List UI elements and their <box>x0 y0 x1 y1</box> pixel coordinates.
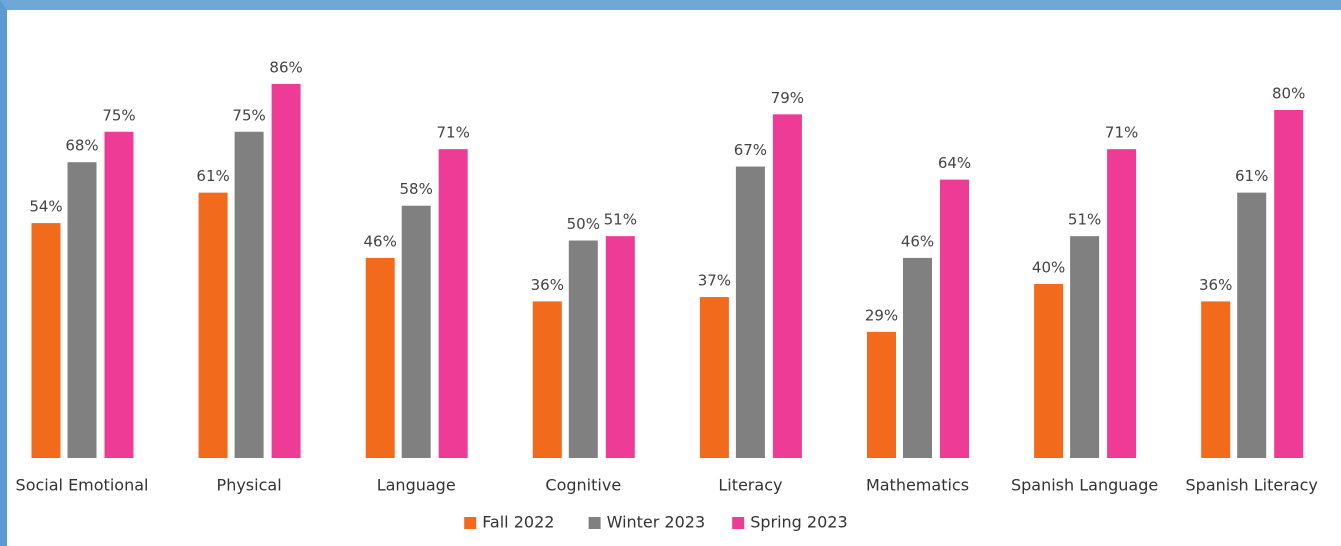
x-tick-label: Social Emotional <box>16 476 149 495</box>
bar <box>532 301 562 458</box>
bar <box>772 114 802 458</box>
value-label: 58% <box>400 180 433 198</box>
bar <box>1107 149 1137 458</box>
value-label: 29% <box>865 306 898 324</box>
bar <box>31 223 61 458</box>
value-label: 54% <box>29 198 62 216</box>
bar <box>699 297 729 458</box>
value-label: 46% <box>364 232 397 250</box>
bar <box>568 240 598 458</box>
value-label: 64% <box>938 154 971 172</box>
value-label: 36% <box>531 276 564 294</box>
bar <box>401 205 431 458</box>
x-tick-label: Literacy <box>718 476 782 495</box>
bar <box>365 257 395 458</box>
bar <box>198 192 228 458</box>
bar <box>234 131 264 458</box>
legend-label: Fall 2022 <box>482 513 554 532</box>
value-label: 75% <box>232 106 265 124</box>
x-tick-label: Spanish Language <box>1011 476 1158 495</box>
value-label: 79% <box>771 89 804 107</box>
bar <box>67 162 97 458</box>
value-label: 46% <box>901 232 934 250</box>
value-label: 61% <box>1235 167 1268 185</box>
value-label: 67% <box>734 141 767 159</box>
x-tick-label: Mathematics <box>866 476 969 495</box>
legend-swatch <box>464 517 477 529</box>
bar <box>1201 301 1231 458</box>
value-label: 75% <box>102 106 135 124</box>
x-tick-label: Physical <box>217 476 282 495</box>
value-label: 51% <box>1068 211 1101 229</box>
bar <box>1274 110 1304 458</box>
bar <box>271 83 301 459</box>
bar <box>940 179 969 458</box>
value-label: 86% <box>269 58 302 76</box>
bar <box>735 166 765 459</box>
value-label: 80% <box>1272 85 1305 103</box>
legend-swatch <box>588 517 601 529</box>
x-tick-label: Spanish Literacy <box>1186 476 1318 495</box>
value-label: 71% <box>437 124 470 142</box>
bar <box>104 131 134 458</box>
value-label: 71% <box>1105 124 1138 142</box>
bar <box>1070 236 1100 458</box>
x-tick-label: Language <box>377 476 456 495</box>
legend-swatch <box>732 517 745 529</box>
x-tick-label: Cognitive <box>545 476 621 495</box>
value-label: 50% <box>567 215 600 233</box>
bar <box>903 257 932 458</box>
value-label: 37% <box>698 272 731 290</box>
bar <box>438 149 468 458</box>
value-label: 51% <box>604 211 637 229</box>
bar <box>1237 192 1267 458</box>
legend-label: Winter 2023 <box>607 513 706 532</box>
value-label: 40% <box>1032 259 1065 277</box>
value-label: 61% <box>196 167 229 185</box>
value-label: 36% <box>1199 276 1232 294</box>
bar <box>1034 284 1064 458</box>
bar <box>867 331 896 458</box>
legend-label: Spring 2023 <box>750 513 847 532</box>
bar <box>605 236 635 458</box>
value-label: 68% <box>65 137 98 155</box>
